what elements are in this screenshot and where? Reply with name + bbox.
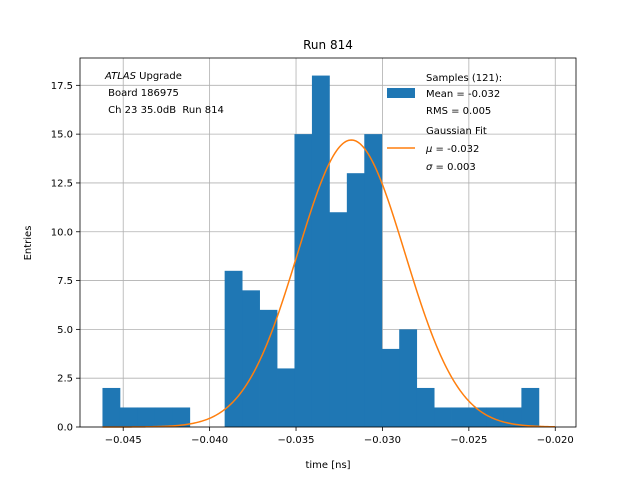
legend-samples-mean: Mean = -0.032 bbox=[426, 89, 500, 100]
x-tick-label-1: −0.040 bbox=[191, 435, 228, 446]
mu-value: = -0.032 bbox=[432, 144, 479, 155]
chart-title: Run 814 bbox=[303, 38, 353, 52]
gaussian-fit-curve bbox=[102, 139, 556, 428]
upgrade-label: Upgrade bbox=[136, 71, 182, 82]
histogram-bar-17 bbox=[399, 329, 418, 427]
x-axis-label: time [ns] bbox=[305, 460, 350, 471]
atlas-label: ATLAS bbox=[104, 71, 137, 82]
y-tick-label-0: 0.0 bbox=[57, 423, 73, 434]
x-tick-label-4: −0.025 bbox=[450, 435, 487, 446]
histogram-bar-14 bbox=[346, 173, 365, 427]
histogram-bars bbox=[102, 75, 540, 428]
sigma-value: = 0.003 bbox=[432, 162, 475, 173]
histogram-bar-3 bbox=[154, 407, 173, 427]
histogram-bar-13 bbox=[329, 212, 348, 427]
annotation-line-2: Board 186975 bbox=[105, 88, 179, 99]
histogram-bar-19 bbox=[434, 407, 452, 427]
histogram-bar-0 bbox=[102, 387, 121, 427]
histogram-bar-18 bbox=[416, 387, 435, 427]
x-tick-label-5: −0.020 bbox=[537, 435, 574, 446]
x-tick-label-0: −0.045 bbox=[105, 435, 142, 446]
histogram-bar-16 bbox=[381, 348, 400, 427]
histogram-bar-4 bbox=[172, 407, 191, 427]
histogram-bar-7 bbox=[224, 270, 243, 427]
annotation-line-3: Ch 23 35.0dB Run 814 bbox=[105, 105, 224, 116]
legend-fit-sigma: σ = 0.003 bbox=[426, 162, 476, 173]
legend-fit-mu: μ = -0.032 bbox=[425, 144, 479, 155]
histogram-bar-11 bbox=[294, 134, 313, 427]
x-axis-ticks: −0.045 −0.040 −0.035 −0.030 −0.025 −0.020 bbox=[105, 427, 574, 446]
histogram-bar-2 bbox=[137, 407, 156, 427]
legend-samples-rms: RMS = 0.005 bbox=[426, 106, 491, 117]
y-tick-label-2: 5.0 bbox=[57, 325, 73, 336]
histogram-bar-1 bbox=[119, 407, 138, 427]
y-axis-label: Entries bbox=[23, 226, 34, 261]
x-tick-label-3: −0.030 bbox=[364, 435, 401, 446]
histogram-bar-23 bbox=[503, 407, 522, 427]
histogram-bar-10 bbox=[277, 368, 295, 427]
y-tick-label-1: 2.5 bbox=[57, 374, 73, 385]
legend: Samples (121): Mean = -0.032 RMS = 0.005… bbox=[387, 73, 502, 173]
histogram-bar-9 bbox=[259, 309, 278, 427]
histogram-bar-15 bbox=[364, 134, 383, 427]
legend-samples-title: Samples (121): bbox=[426, 73, 502, 84]
histogram-bar-21 bbox=[469, 407, 487, 427]
y-tick-label-6: 15.0 bbox=[51, 130, 73, 141]
annotation-line-1: ATLAS Upgrade bbox=[104, 71, 182, 82]
x-tick-label-2: −0.035 bbox=[278, 435, 315, 446]
legend-fit-title: Gaussian Fit bbox=[426, 126, 487, 137]
y-tick-label-5: 12.5 bbox=[51, 178, 73, 189]
legend-samples-swatch bbox=[387, 88, 415, 98]
y-tick-label-7: 17.5 bbox=[51, 81, 73, 92]
histogram-bar-8 bbox=[242, 290, 260, 427]
y-tick-label-3: 7.5 bbox=[57, 276, 73, 287]
histogram-bar-24 bbox=[521, 387, 540, 427]
info-annotation: ATLAS Upgrade Board 186975 Ch 23 35.0dB … bbox=[104, 71, 224, 116]
plot-frame bbox=[79, 57, 577, 428]
mu-symbol: μ bbox=[425, 144, 432, 155]
y-axis-ticks: 0.0 2.5 5.0 7.5 10.0 12.5 15.0 17.5 bbox=[51, 81, 80, 434]
histogram-bar-20 bbox=[451, 407, 470, 427]
sigma-symbol: σ bbox=[426, 162, 433, 173]
y-tick-label-4: 10.0 bbox=[51, 227, 73, 238]
histogram-bar-12 bbox=[311, 75, 330, 428]
histogram-bar-22 bbox=[486, 407, 505, 427]
